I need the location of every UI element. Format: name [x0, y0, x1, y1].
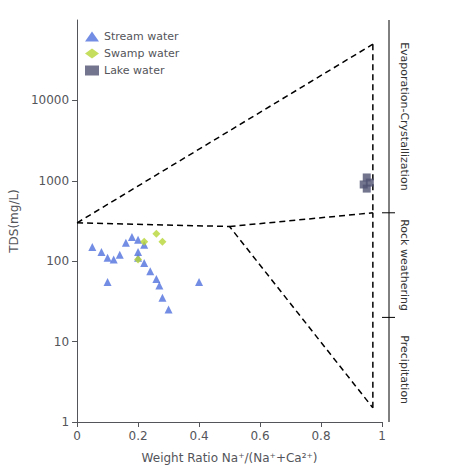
svg-text:0.6: 0.6 — [250, 429, 269, 443]
svg-text:0.8: 0.8 — [311, 429, 330, 443]
svg-text:1: 1 — [61, 415, 69, 429]
svg-text:0.2: 0.2 — [129, 429, 148, 443]
svg-text:Rock weathering: Rock weathering — [398, 219, 411, 311]
svg-text:100: 100 — [46, 254, 69, 268]
svg-text:0: 0 — [73, 429, 81, 443]
svg-text:10: 10 — [54, 335, 69, 349]
svg-text:Weight Ratio Na⁺/(Na⁺+Ca²⁺): Weight Ratio Na⁺/(Na⁺+Ca²⁺) — [142, 451, 318, 465]
svg-text:TDS(mg/L): TDS(mg/L) — [7, 189, 21, 254]
svg-text:0.4: 0.4 — [189, 429, 208, 443]
svg-text:Lake water: Lake water — [104, 64, 165, 77]
svg-text:Evaporation-Crystallization: Evaporation-Crystallization — [398, 42, 411, 190]
svg-text:10000: 10000 — [31, 93, 69, 107]
svg-text:1000: 1000 — [39, 174, 70, 188]
svg-text:Swamp water: Swamp water — [104, 47, 180, 60]
svg-text:Stream water: Stream water — [104, 30, 179, 43]
svg-text:1: 1 — [378, 429, 386, 443]
svg-text:Precipitation: Precipitation — [398, 335, 411, 404]
